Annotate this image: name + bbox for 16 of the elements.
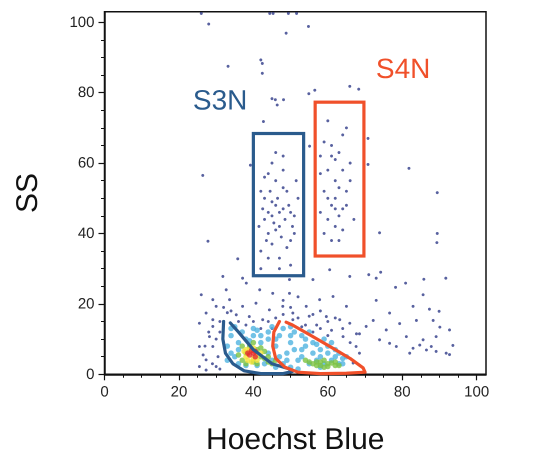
x-tick-label: 0 bbox=[100, 383, 109, 400]
y-tick-label: 80 bbox=[78, 84, 94, 102]
x-tick-label: 100 bbox=[464, 383, 490, 400]
annotation: S4N bbox=[376, 53, 430, 84]
y-tick-label: 100 bbox=[69, 14, 94, 31]
annotation: S3N bbox=[192, 84, 248, 116]
x-axis-title: Hoechst Blue bbox=[206, 422, 384, 456]
y-axis-title: SS bbox=[11, 172, 44, 214]
x-tick-label: 20 bbox=[170, 383, 188, 400]
x-tick-label: 80 bbox=[394, 383, 411, 400]
y-tick-label: 40 bbox=[78, 224, 94, 242]
y-tick-label: 60 bbox=[78, 154, 94, 172]
y-tick-label: 20 bbox=[78, 295, 94, 312]
x-tick-label: 60 bbox=[319, 383, 336, 400]
x-tick-label: 40 bbox=[245, 383, 262, 400]
y-tick-label: 0 bbox=[86, 366, 94, 383]
